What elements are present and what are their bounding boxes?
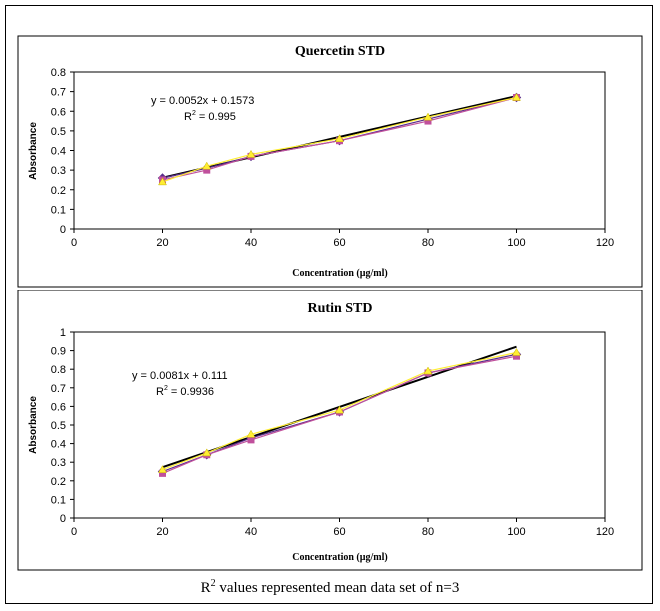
- y-tick-label: 0.8: [51, 364, 66, 376]
- x-axis-label: Concentration (µg/ml): [292, 552, 387, 563]
- data-point: [158, 465, 167, 473]
- data-point: [335, 134, 344, 142]
- x-tick-label: 120: [596, 526, 614, 538]
- r-squared-label: R2 = 0.995: [184, 110, 236, 123]
- y-axis-label: Absorbance: [28, 396, 39, 454]
- data-point: [202, 161, 212, 170]
- x-tick-label: 100: [507, 526, 525, 538]
- chart-title: Quercetin STD: [295, 44, 385, 59]
- y-tick-label: 0.4: [51, 146, 66, 158]
- y-tick-label: 0.3: [51, 165, 66, 177]
- y-tick-label: 0.3: [51, 457, 66, 469]
- x-tick-label: 100: [507, 237, 525, 249]
- data-point: [335, 405, 344, 414]
- y-tick-label: 0: [60, 513, 66, 525]
- y-tick-label: 0.2: [51, 476, 66, 488]
- plot-area: [73, 331, 606, 519]
- y-tick-label: 0.7: [51, 383, 66, 395]
- x-tick-label: 80: [422, 237, 434, 249]
- data-point: [423, 112, 433, 121]
- x-axis-label: Concentration (µg/ml): [292, 268, 387, 279]
- y-tick-label: 0.5: [51, 126, 66, 138]
- series-line: [162, 96, 517, 183]
- x-tick-label: 40: [245, 526, 257, 538]
- y-tick-label: 0.1: [51, 204, 66, 216]
- y-tick-label: 0.2: [51, 185, 66, 197]
- data-point: [423, 366, 433, 375]
- rutin-chart: Rutin STD 00.10.20.30.40.50.60.70.80.91 …: [17, 290, 643, 571]
- x-tick-label: 60: [333, 526, 345, 538]
- x-tick-label: 60: [333, 237, 345, 249]
- x-tick-label: 0: [71, 526, 77, 538]
- data-point: [246, 149, 256, 158]
- chart-title: Rutin STD: [308, 301, 373, 316]
- y-tick-label: 0.6: [51, 106, 66, 118]
- trendline-equation: y = 0.0081x + 0.111: [132, 370, 228, 382]
- series-line: [162, 351, 517, 471]
- series-line: [162, 355, 517, 474]
- y-tick-label: 0.1: [51, 494, 66, 506]
- x-tick-label: 120: [596, 237, 614, 249]
- data-point: [512, 347, 521, 356]
- y-tick-label: 0.5: [51, 420, 66, 432]
- trendline-equation: y = 0.0052x + 0.1573: [151, 95, 254, 107]
- data-point: [512, 93, 521, 101]
- data-point: [246, 429, 256, 438]
- x-tick-label: 80: [422, 526, 434, 538]
- series-line: [162, 96, 517, 181]
- y-tick-label: 0.8: [51, 67, 66, 79]
- y-tick-label: 0.4: [51, 439, 66, 451]
- y-tick-label: 0.9: [51, 346, 66, 358]
- y-tick-label: 0.6: [51, 401, 66, 413]
- x-tick-label: 20: [156, 526, 168, 538]
- data-point: [247, 436, 255, 444]
- r-squared-label: R2 = 0.9936: [156, 385, 214, 398]
- data-point: [202, 448, 212, 457]
- footer-note: R2 values represented mean data set of n…: [200, 578, 460, 596]
- data-point: [158, 177, 167, 186]
- y-tick-label: 0: [60, 224, 66, 236]
- x-tick-label: 20: [156, 237, 168, 249]
- y-tick-label: 0.7: [51, 87, 66, 99]
- y-axis-label: Absorbance: [28, 122, 39, 180]
- y-tick-label: 1: [60, 327, 66, 339]
- x-tick-label: 0: [71, 237, 77, 249]
- quercetin-chart: Quercetin STD 00.10.20.30.40.50.60.70.8 …: [17, 35, 643, 288]
- x-tick-label: 40: [245, 237, 257, 249]
